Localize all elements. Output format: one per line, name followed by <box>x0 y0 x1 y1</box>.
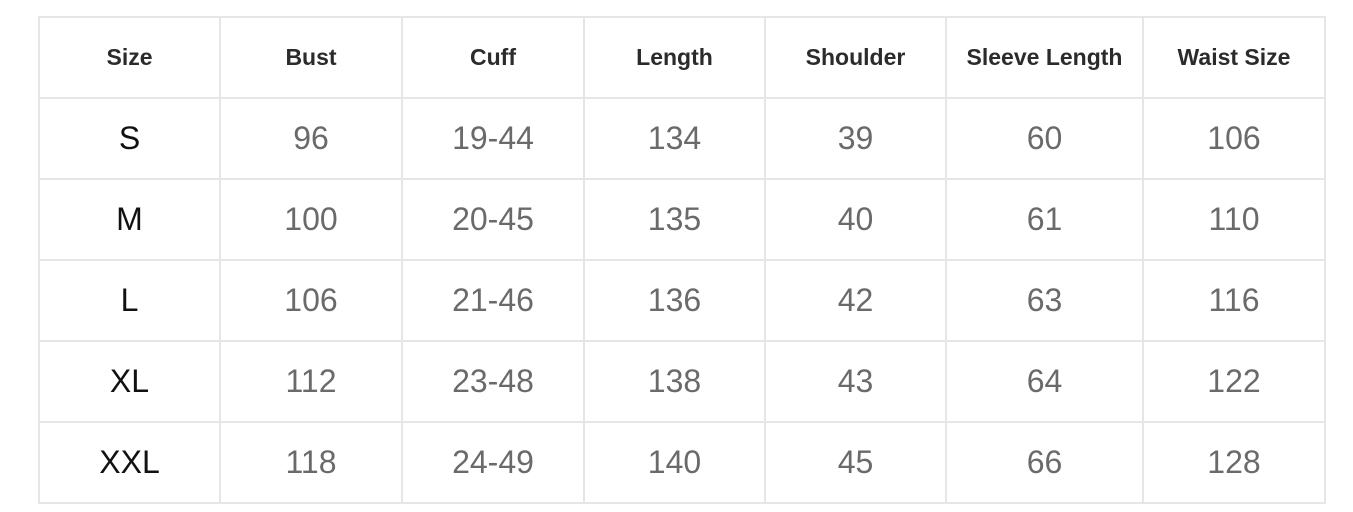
sleeve-length-cell: 66 <box>945 421 1144 504</box>
sleeve-length-cell: 63 <box>945 259 1144 342</box>
header-row: Size Bust Cuff Length Shoulder Sleeve Le… <box>38 16 1326 99</box>
waist-size-cell: 122 <box>1142 340 1326 423</box>
table-row: XXL 118 24-49 140 45 66 128 <box>38 421 1326 504</box>
header-cuff: Cuff <box>401 16 585 99</box>
sleeve-length-cell: 60 <box>945 97 1144 180</box>
size-chart-table: Size Bust Cuff Length Shoulder Sleeve Le… <box>38 16 1326 504</box>
bust-cell: 106 <box>219 259 403 342</box>
length-cell: 140 <box>583 421 766 504</box>
sleeve-length-cell: 61 <box>945 178 1144 261</box>
waist-size-cell: 116 <box>1142 259 1326 342</box>
sleeve-length-cell: 64 <box>945 340 1144 423</box>
header-shoulder: Shoulder <box>764 16 947 99</box>
shoulder-cell: 39 <box>764 97 947 180</box>
bust-cell: 96 <box>219 97 403 180</box>
header-length: Length <box>583 16 766 99</box>
table-row: S 96 19-44 134 39 60 106 <box>38 97 1326 180</box>
header-sleeve-length: Sleeve Length <box>945 16 1144 99</box>
length-cell: 135 <box>583 178 766 261</box>
length-cell: 136 <box>583 259 766 342</box>
bust-cell: 100 <box>219 178 403 261</box>
waist-size-cell: 128 <box>1142 421 1326 504</box>
cuff-cell: 20-45 <box>401 178 585 261</box>
size-cell: L <box>38 259 221 342</box>
header-size: Size <box>38 16 221 99</box>
size-cell: XXL <box>38 421 221 504</box>
shoulder-cell: 43 <box>764 340 947 423</box>
size-cell: XL <box>38 340 221 423</box>
cuff-cell: 19-44 <box>401 97 585 180</box>
bust-cell: 112 <box>219 340 403 423</box>
waist-size-cell: 110 <box>1142 178 1326 261</box>
cuff-cell: 23-48 <box>401 340 585 423</box>
shoulder-cell: 42 <box>764 259 947 342</box>
header-waist-size: Waist Size <box>1142 16 1326 99</box>
shoulder-cell: 45 <box>764 421 947 504</box>
header-bust: Bust <box>219 16 403 99</box>
size-cell: M <box>38 178 221 261</box>
table-row: L 106 21-46 136 42 63 116 <box>38 259 1326 342</box>
bust-cell: 118 <box>219 421 403 504</box>
cuff-cell: 21-46 <box>401 259 585 342</box>
shoulder-cell: 40 <box>764 178 947 261</box>
waist-size-cell: 106 <box>1142 97 1326 180</box>
size-cell: S <box>38 97 221 180</box>
length-cell: 138 <box>583 340 766 423</box>
table-row: XL 112 23-48 138 43 64 122 <box>38 340 1326 423</box>
table-row: M 100 20-45 135 40 61 110 <box>38 178 1326 261</box>
length-cell: 134 <box>583 97 766 180</box>
cuff-cell: 24-49 <box>401 421 585 504</box>
